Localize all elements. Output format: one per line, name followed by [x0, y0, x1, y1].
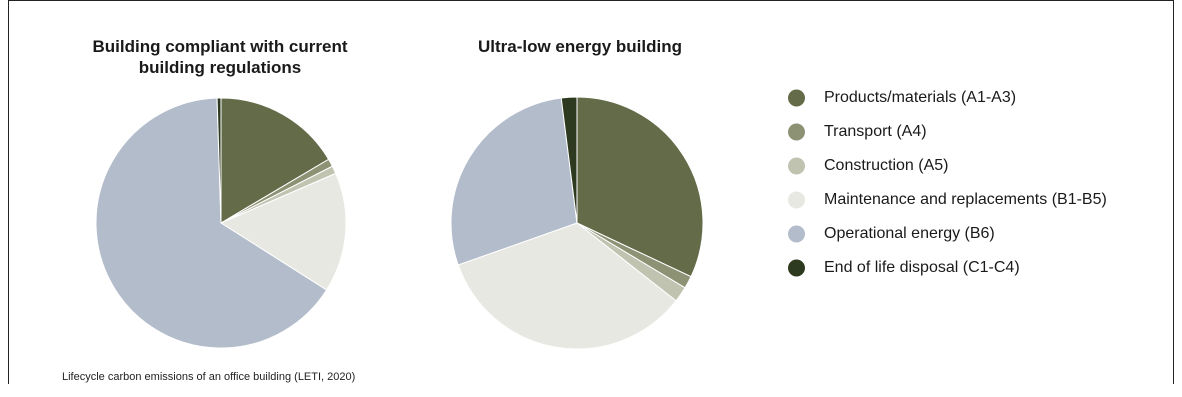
pie-slice: [216, 97, 222, 224]
legend-swatch: [788, 157, 805, 174]
pie-slice: [560, 96, 578, 224]
pie-slice: [220, 97, 330, 224]
legend-item: Products/materials (A1-A3): [788, 88, 1118, 107]
legend-label: End of life disposal (C1-C4): [824, 259, 1020, 276]
pie-slice: [219, 172, 347, 291]
legend-label: Operational energy (B6): [824, 225, 995, 242]
legend-item: Operational energy (B6): [788, 224, 1118, 243]
legend-swatch: [788, 191, 805, 208]
pie-chart-ultra-low: [450, 96, 704, 350]
figure-frame: [8, 0, 1174, 384]
chart-title-compliant: Building compliant with current building…: [92, 37, 348, 77]
pie-slice: [95, 97, 328, 349]
pie-slice: [457, 222, 677, 350]
pie-slice: [576, 96, 704, 278]
pie-chart-compliant: [95, 97, 347, 349]
legend-label: Maintenance and replacements (B1-B5): [824, 191, 1107, 208]
legend-item: Transport (A4): [788, 122, 1118, 141]
legend: Products/materials (A1-A3) Transport (A4)…: [788, 88, 1118, 292]
legend-label: Construction (A5): [824, 157, 949, 174]
legend-swatch: [788, 123, 805, 140]
legend-label: Products/materials (A1-A3): [824, 89, 1017, 106]
legend-swatch: [788, 225, 805, 242]
legend-swatch: [788, 89, 805, 106]
legend-item: Maintenance and replacements (B1-B5): [788, 190, 1118, 209]
legend-label: Transport (A4): [824, 123, 927, 140]
legend-swatch: [788, 259, 805, 276]
chart-title-ultra-low: Ultra-low energy building: [477, 37, 682, 56]
figure-caption: Lifecycle carbon emissions of an office …: [62, 371, 356, 383]
legend-item: End of life disposal (C1-C4): [788, 258, 1118, 277]
pie-slice: [450, 97, 578, 266]
legend-item: Construction (A5): [788, 156, 1118, 175]
